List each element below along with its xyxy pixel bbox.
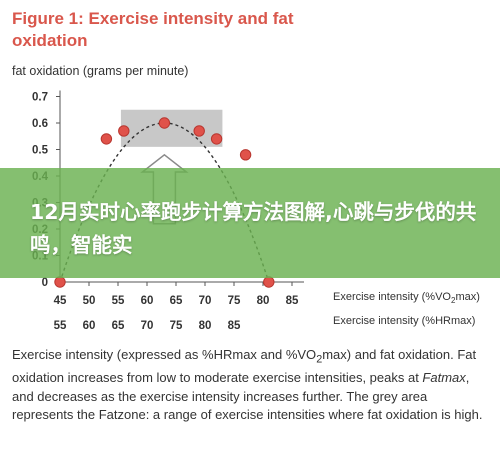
x-tick-label: 55 xyxy=(112,295,125,307)
data-point xyxy=(210,133,223,145)
x2-tick-label: 60 xyxy=(83,320,96,332)
data-point xyxy=(239,149,252,161)
x-tick-label: 70 xyxy=(199,295,212,307)
banner-text: 12月实时心率跑步计算方法图解,心跳与步伐的共鸣，智能实 xyxy=(30,200,477,257)
x-tick-label: 80 xyxy=(257,295,270,307)
x2-tick-label: 75 xyxy=(170,320,183,332)
x-tick-label: 75 xyxy=(228,295,241,307)
data-point xyxy=(118,125,130,137)
x-tick-label: 85 xyxy=(286,295,299,307)
x2-tick-label: 65 xyxy=(112,320,125,332)
x-axis-title-secondary: Exercise intensity (%HRmax) xyxy=(333,315,475,327)
y-tick-label: 0.6 xyxy=(32,118,48,130)
figure-title: Figure 1: Exercise intensity and fat oxi… xyxy=(12,9,294,50)
data-point xyxy=(158,117,171,129)
x2-tick-label: 80 xyxy=(199,320,212,332)
y-tick-label: 0.7 xyxy=(32,92,48,104)
x-tick-label: 50 xyxy=(83,295,96,307)
x-tick-label: 60 xyxy=(141,295,154,307)
x2-tick-label: 55 xyxy=(54,320,67,332)
caption-fatmax: Fatmax xyxy=(422,370,466,386)
data-point xyxy=(54,276,66,288)
caption-subscript: 2 xyxy=(316,353,323,366)
figure-caption: Exercise intensity (expressed as %HRmax … xyxy=(12,346,490,425)
y-axis-title: fat oxidation (grams per minute) xyxy=(12,64,189,78)
fatzone-area xyxy=(120,109,223,147)
data-point xyxy=(193,125,205,137)
banner-overlay xyxy=(0,168,500,278)
y-tick-label: 0.5 xyxy=(32,145,49,157)
x-axis-title-primary: Exercise intensity (%VO2max) xyxy=(333,291,480,305)
x2-tick-label: 85 xyxy=(228,320,241,332)
caption-text-3: , and decreases as the exercise intensit… xyxy=(12,370,483,423)
data-point xyxy=(263,276,275,288)
data-point xyxy=(100,133,113,145)
caption-text-2: max) and fat oxidation. Fat oxidation in… xyxy=(12,347,477,386)
y-tick-label: 0 xyxy=(42,277,48,289)
x2-tick-label: 70 xyxy=(141,320,154,332)
x-tick-label: 45 xyxy=(54,295,67,307)
caption-text-1: Exercise intensity (expressed as %HRmax … xyxy=(12,347,317,362)
x-tick-label: 65 xyxy=(170,295,183,307)
